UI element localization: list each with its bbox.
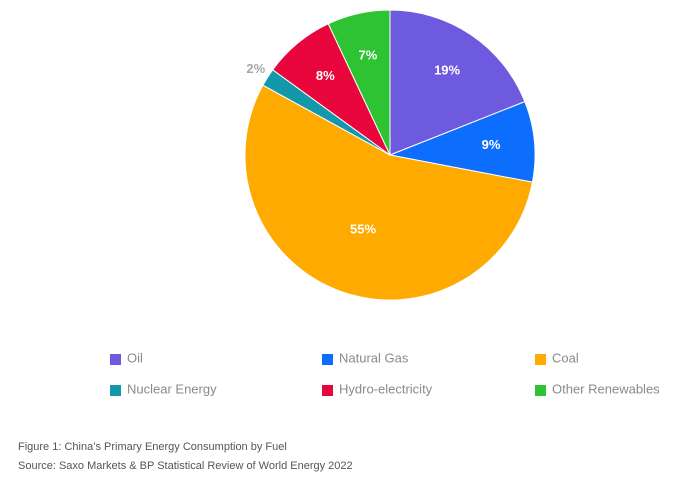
legend-label-coal: Coal (552, 350, 579, 365)
legend-swatch-coal (535, 354, 546, 365)
legend-item-coal: Coal (535, 350, 579, 365)
legend-label-natural-gas: Natural Gas (339, 350, 409, 365)
legend-item-nuclear-energy: Nuclear Energy (110, 381, 217, 396)
legend-swatch-oil (110, 354, 121, 365)
slice-label-other-renewables: 7% (359, 47, 378, 62)
figure-caption: Figure 1: China’s Primary Energy Consump… (18, 441, 287, 453)
legend-swatch-natural-gas (322, 354, 333, 365)
legend-swatch-other-renewables (535, 385, 546, 396)
slice-label-hydro-electricity: 8% (316, 68, 335, 83)
legend-label-oil: Oil (127, 350, 143, 365)
pie-slices (244, 9, 536, 301)
pie-slice-coal (244, 84, 534, 301)
legend-item-oil: Oil (110, 350, 143, 365)
pie-slice-labels: 19% 9% 55% 2% 8% 7% (246, 47, 500, 236)
legend-swatch-nuclear-energy (110, 385, 121, 396)
pie-slice-natural-gas (388, 100, 536, 183)
legend-label-nuclear-energy: Nuclear Energy (127, 381, 217, 396)
chart-legend: Oil Natural Gas Coal Nuclear Energy Hydro-el… (110, 350, 660, 396)
pie-slice-oil (389, 9, 526, 156)
figure-source: Source: Saxo Markets & BP Statistical Re… (18, 460, 353, 472)
legend-label-hydro-electricity: Hydro-electricity (339, 381, 433, 396)
slice-label-nuclear-energy: 2% (246, 61, 265, 76)
legend-swatch-hydro-electricity (322, 385, 333, 396)
legend-item-hydro-electricity: Hydro-electricity (322, 381, 433, 396)
legend-label-other-renewables: Other Renewables (552, 381, 660, 396)
slice-label-coal: 55% (350, 221, 376, 236)
pie-slice-other-renewables (327, 9, 391, 156)
slice-label-oil: 19% (434, 63, 460, 78)
legend-item-natural-gas: Natural Gas (322, 350, 409, 365)
slice-label-natural-gas: 9% (482, 137, 501, 152)
legend-item-other-renewables: Other Renewables (535, 381, 660, 396)
